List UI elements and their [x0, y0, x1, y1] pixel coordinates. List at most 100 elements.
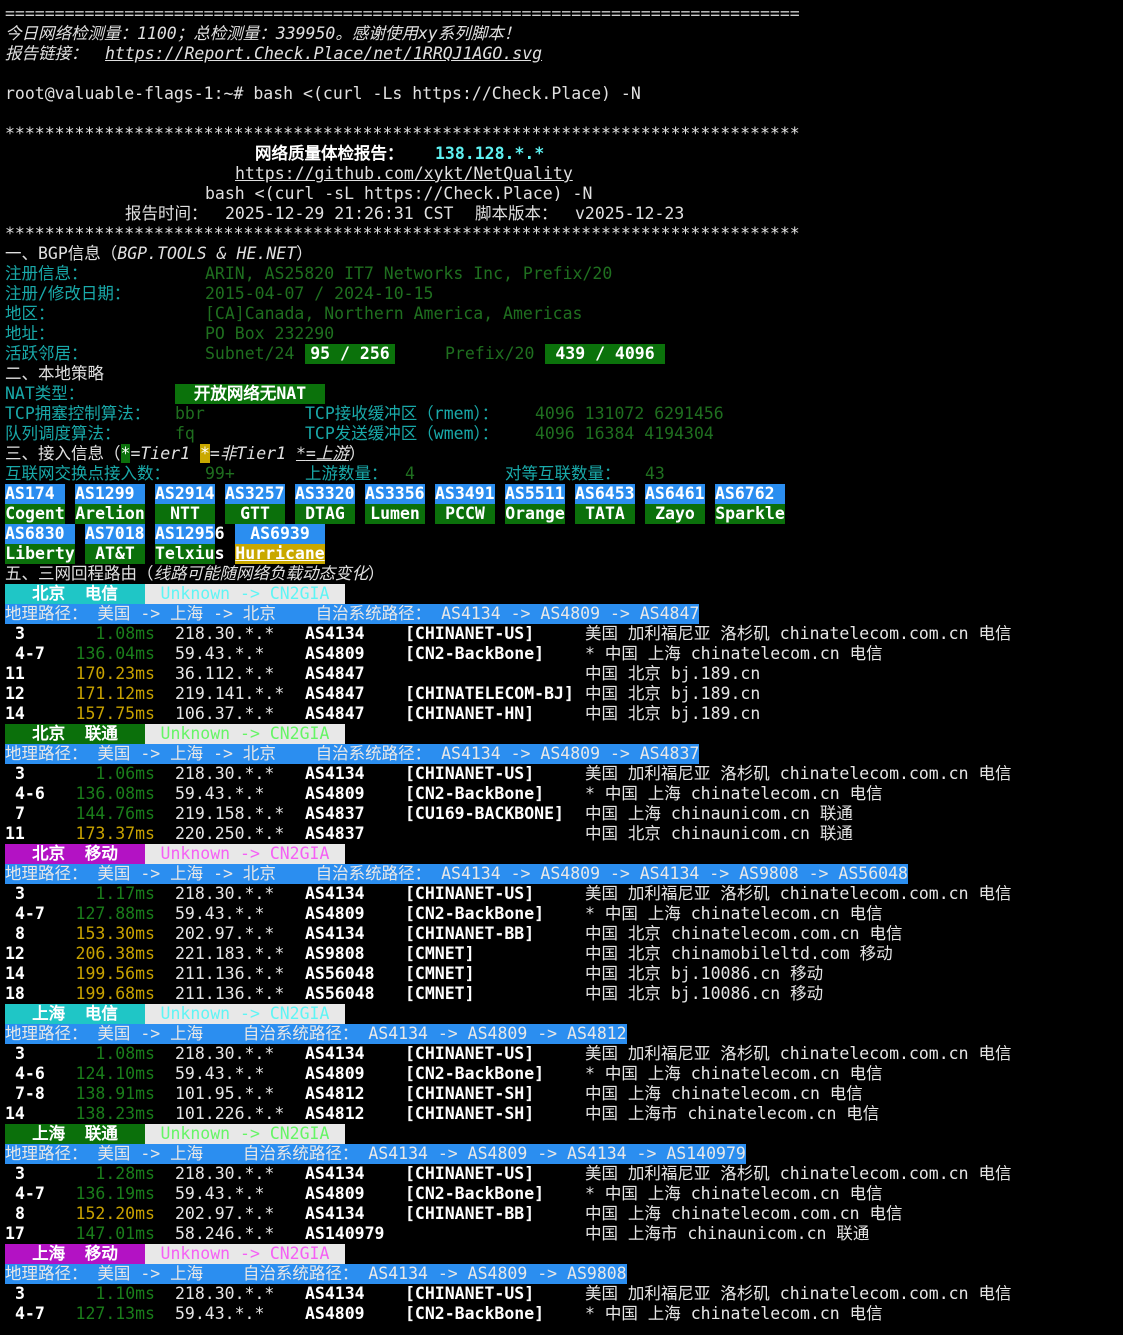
subnet-label: Subnet/24 — [205, 344, 295, 363]
route-type: Unknown -> CN2GIA — [145, 844, 345, 864]
hop-row: 17 147.01ms 58.246.*.* AS140979 中国 上海市 china… — [0, 1224, 1123, 1244]
prefix-badge: 439 / 4096 — [545, 344, 665, 364]
hop-number: 3 — [15, 1164, 25, 1183]
hop-number: 12 — [5, 684, 25, 703]
hop-net-name: [CHINANET-US] — [405, 1164, 535, 1183]
as-path-label: 自治系统路径： — [242, 1144, 359, 1163]
peer-label: 对等互联数量： — [505, 464, 621, 483]
as-tile-name: Sparkle — [715, 504, 785, 524]
cc-row: TCP拥塞控制算法： bbr TCP接收缓冲区（rmem）： 4096 1310… — [0, 404, 1123, 424]
hop-row: 3 1.17ms 218.30.*.* AS4134 [CHINANET-US] 美国 加… — [0, 884, 1123, 904]
bgp-heading-source: BGP.TOOLS & HE.NET — [117, 244, 297, 263]
hop-ip: 218.30.*.* — [175, 1284, 275, 1303]
report-cmd: bash <(curl -sL https://Check.Place) -N — [205, 184, 593, 203]
hop-row: 7 144.76ms 219.158.*.* AS4837 [CU169-BACKBON… — [0, 804, 1123, 824]
hop-ip: 202.97.*.* — [175, 1204, 275, 1223]
as-tile-asn: AS6939 — [235, 524, 325, 544]
hop-number: 4-7 — [15, 644, 45, 663]
hop-asn: AS4134 — [305, 1284, 365, 1303]
hop-net-name: [CHINATELECOM-BJ] — [405, 684, 574, 703]
hop-latency: 1.10ms — [95, 1284, 155, 1303]
hop-number: 14 — [5, 704, 25, 723]
hop-net-name: [CHINANET-SH] — [405, 1084, 535, 1103]
repo-link[interactable]: https://github.com/xykt/NetQuality — [235, 164, 573, 183]
hop-latency: 153.30ms — [75, 924, 155, 943]
geo-label: 地理路径： — [5, 1144, 88, 1163]
geo-path: 美国 -> 上海 -> 北京 — [87, 604, 316, 623]
hop-net-name: [CHINANET-US] — [405, 1284, 535, 1303]
hop-asn: AS56048 — [305, 964, 375, 983]
hop-asn: AS4809 — [305, 1304, 365, 1323]
time-label: 报告时间： — [125, 204, 208, 223]
hop-ip: 101.226.*.* — [175, 1104, 285, 1123]
hop-location: 中国 上海市 chinatelecom.cn 电信 — [585, 1104, 880, 1123]
report-title: 网络质量体检报告： — [255, 144, 404, 163]
route-geo: 地理路径： 美国 -> 上海 -> 北京 自治系统路径： AS4134 -> A… — [0, 744, 1123, 764]
hop-asn: AS4847 — [305, 664, 365, 683]
hop-latency: 136.08ms — [75, 784, 155, 803]
hop-latency: 199.68ms — [75, 984, 155, 1003]
hop-row: 4-6 124.10ms 59.43.*.* AS4809 [CN2-BackBone]… — [0, 1064, 1123, 1084]
region-label: 地区： — [5, 304, 55, 323]
routes-heading-note: 线路可能随网络负载动态变化 — [153, 564, 369, 583]
access-heading-text: 三、接入信息（*=Tier1 *=非Tier1 *=上游） — [5, 444, 365, 464]
cmd-line: bash <(curl -sL https://Check.Place) -N — [0, 184, 1123, 204]
hop-number: 4-6 — [15, 1064, 45, 1083]
hop-row: 14 199.56ms 211.136.*.* AS56048 [CMNET] 中国 北京… — [0, 964, 1123, 984]
hop-net-name: [CHINANET-US] — [405, 764, 535, 783]
hop-ip: 211.136.*.* — [175, 964, 285, 983]
hop-ip: 220.250.*.* — [175, 824, 285, 843]
hop-net-name: [CHINANET-US] — [405, 1044, 535, 1063]
upstream-value: 4 — [405, 464, 415, 483]
qdisc-label: 队列调度算法： — [5, 424, 121, 443]
hop-row: 14 138.23ms 101.226.*.* AS4812 [CHINANET-SH]… — [0, 1104, 1123, 1124]
hop-asn: AS4809 — [305, 1064, 365, 1083]
hop-number: 4-6 — [15, 784, 45, 803]
route-type: Unknown -> CN2GIA — [145, 724, 345, 744]
hop-net-name: [CMNET] — [405, 984, 475, 1003]
hop-location: 中国 上海 chinatelecom.cn 电信 — [585, 1084, 863, 1103]
separator-line: ========================================… — [0, 4, 1123, 24]
hop-ip: 219.141.*.* — [175, 684, 285, 703]
cc-label: TCP拥塞控制算法： — [5, 404, 151, 423]
geo-label: 地理路径： — [5, 604, 88, 623]
route-geo-bar: 地理路径： 美国 -> 上海 -> 北京 自治系统路径： AS4134 -> A… — [5, 864, 908, 884]
hop-row: 4-7 136.19ms 59.43.*.* AS4809 [CN2-BackBone]… — [0, 1184, 1123, 1204]
hop-latency: 127.13ms — [75, 1304, 155, 1323]
hop-ip: 59.43.*.* — [175, 644, 265, 663]
hop-net-name: [CHINANET-HN] — [405, 704, 535, 723]
ix-value: 99+ — [205, 464, 235, 483]
region-value: [CA]Canada, Northern America, Americas — [205, 304, 583, 323]
as-path: AS4134 -> AS4809 -> AS9808 — [358, 1264, 627, 1283]
hop-asn: AS4812 — [305, 1084, 365, 1103]
wmem-label: TCP发送缓冲区（wmem）： — [305, 424, 499, 443]
hop-row: 4-7 136.04ms 59.43.*.* AS4809 [CN2-BackBone]… — [0, 644, 1123, 664]
route-geo-bar: 地理路径： 美国 -> 上海 -> 北京 自治系统路径： AS4134 -> A… — [5, 744, 700, 764]
hop-location: 中国 上海市 chinaunicom.cn 联通 — [585, 1224, 870, 1243]
route-target-label: 北京 联通 — [5, 724, 145, 744]
route-header: 北京 联通 Unknown -> CN2GIA — [0, 724, 1123, 744]
report-link[interactable]: https://Report.Check.Place/net/1RRQJ1AGO… — [105, 44, 543, 63]
stars-bottom: ****************************************… — [0, 224, 1123, 244]
hop-number: 3 — [15, 624, 25, 643]
hop-row: 4-6 136.08ms 59.43.*.* AS4809 [CN2-BackBone]… — [0, 784, 1123, 804]
routes-heading: 五、三网回程路由（线路可能随网络负载动态变化） — [0, 564, 1123, 584]
route-header: 上海 移动 Unknown -> CN2GIA — [0, 1244, 1123, 1264]
route-header: 上海 电信 Unknown -> CN2GIA — [0, 1004, 1123, 1024]
hop-latency: 147.01ms — [75, 1224, 155, 1243]
hop-number: 8 — [15, 1204, 25, 1223]
hop-net-name: [CHINANET-BB] — [405, 1204, 535, 1223]
route-geo: 地理路径： 美国 -> 上海 自治系统路径： AS4134 -> AS4809 … — [0, 1144, 1123, 1164]
hop-net-name: [CN2-BackBone] — [405, 1184, 545, 1203]
hop-asn: AS4134 — [305, 624, 365, 643]
hop-ip: 218.30.*.* — [175, 884, 275, 903]
route-type: Unknown -> CN2GIA — [145, 584, 345, 604]
hop-latency: 127.88ms — [75, 904, 155, 923]
hop-asn: AS4847 — [305, 704, 365, 723]
hop-asn: AS4134 — [305, 924, 365, 943]
hop-number: 4-7 — [15, 904, 45, 923]
hop-ip: 218.30.*.* — [175, 1044, 275, 1063]
hop-location: 中国 北京 chinaunicom.cn 联通 — [585, 824, 853, 843]
access-heading: 三、接入信息（*=Tier1 *=非Tier1 *=上游） — [0, 444, 1123, 464]
hop-number: 18 — [5, 984, 25, 1003]
